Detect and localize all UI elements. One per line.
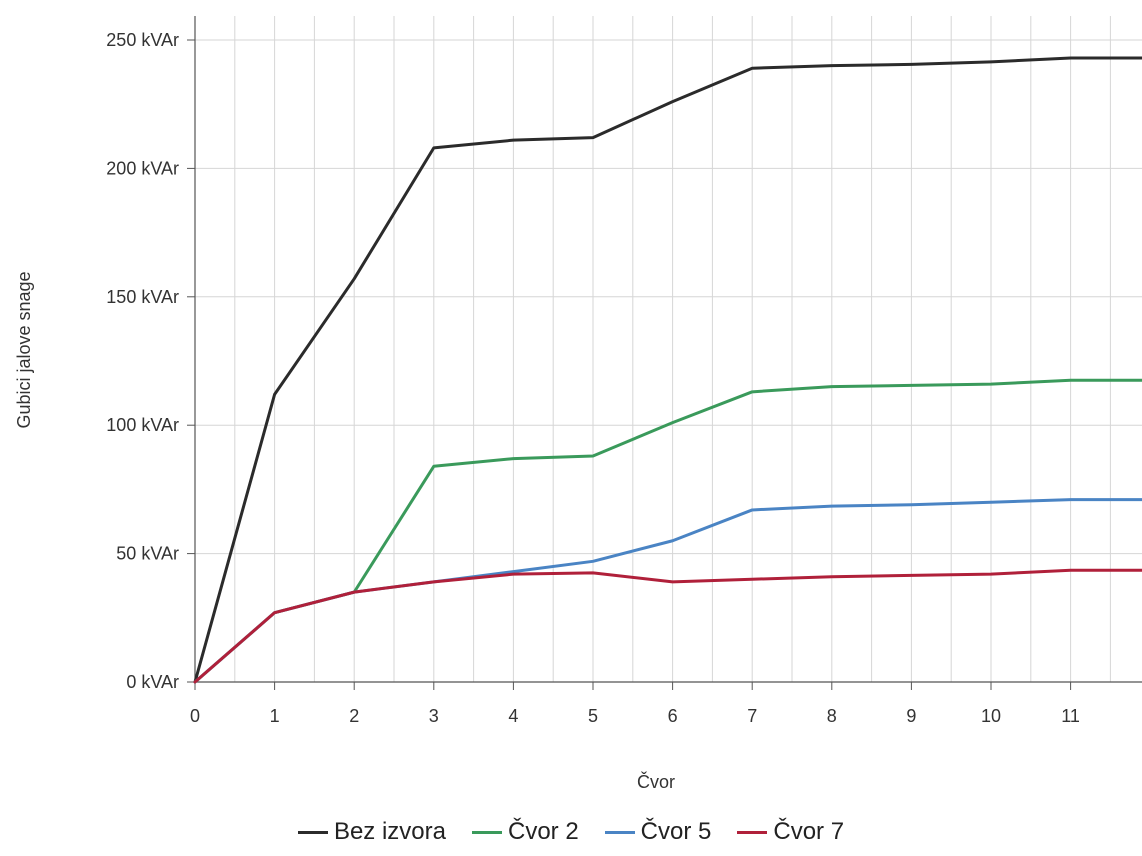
y-tick-label: 200 kVAr [106, 158, 179, 178]
legend-item-3: Čvor 5 [604, 818, 712, 846]
legend-swatch [604, 830, 635, 834]
y-tick-label: 250 kVAr [106, 30, 179, 50]
legend-item-2: Čvor 2 [471, 818, 579, 846]
series-lines [193, 56, 1142, 684]
legend-label: Čvor 5 [640, 818, 712, 845]
x-tick-label: 4 [508, 706, 518, 726]
x-tick-label: 1 [270, 706, 280, 726]
x-tick-label: 11 [1061, 706, 1080, 726]
legend-swatch [737, 830, 768, 834]
y-tick-label: 0 kVAr [126, 672, 179, 692]
legend-swatch [471, 830, 502, 834]
legend-item-4: Čvor 7 [737, 818, 844, 846]
x-tick-label: 6 [668, 706, 678, 726]
x-tick-label: 3 [429, 706, 439, 726]
legend-label: Čvor 2 [507, 818, 579, 845]
series-line-3 [193, 498, 1142, 684]
series-line-4 [193, 568, 1142, 684]
x-tick-label: 8 [827, 706, 837, 726]
x-tick-label: 0 [190, 706, 200, 726]
x-tick-label: 9 [906, 706, 916, 726]
x-tick-label: 5 [588, 706, 598, 726]
x-tick-label: 2 [349, 706, 359, 726]
x-tick-label: 10 [981, 706, 1001, 726]
legend-label: Čvor 7 [773, 818, 845, 845]
y-tick-label: 50 kVAr [116, 544, 179, 564]
series-line-1 [193, 56, 1142, 684]
x-tick-label: 7 [747, 706, 757, 726]
y-tick-label: 100 kVAr [106, 415, 179, 435]
legend-item-1: Bez izvora [297, 818, 446, 846]
axes [194, 16, 1142, 683]
y-tick-label: 150 kVAr [106, 287, 179, 307]
legend: Bez izvora Čvor 2 Čvor 5 Čvor 7 [0, 818, 1142, 846]
y-axis-ticks: 0 kVAr 50 kVAr 100 kVAr 150 kVAr 200 kVAr 250… [106, 30, 195, 692]
legend-swatch [297, 830, 328, 834]
y-axis-title: Gubici jalove snage [14, 271, 34, 428]
legend-label: Bez izvora [333, 818, 446, 845]
x-axis-ticks: 0 1 2 3 4 5 6 7 8 9 10 11 [190, 682, 1080, 726]
x-axis-title: Čvor [637, 771, 675, 792]
